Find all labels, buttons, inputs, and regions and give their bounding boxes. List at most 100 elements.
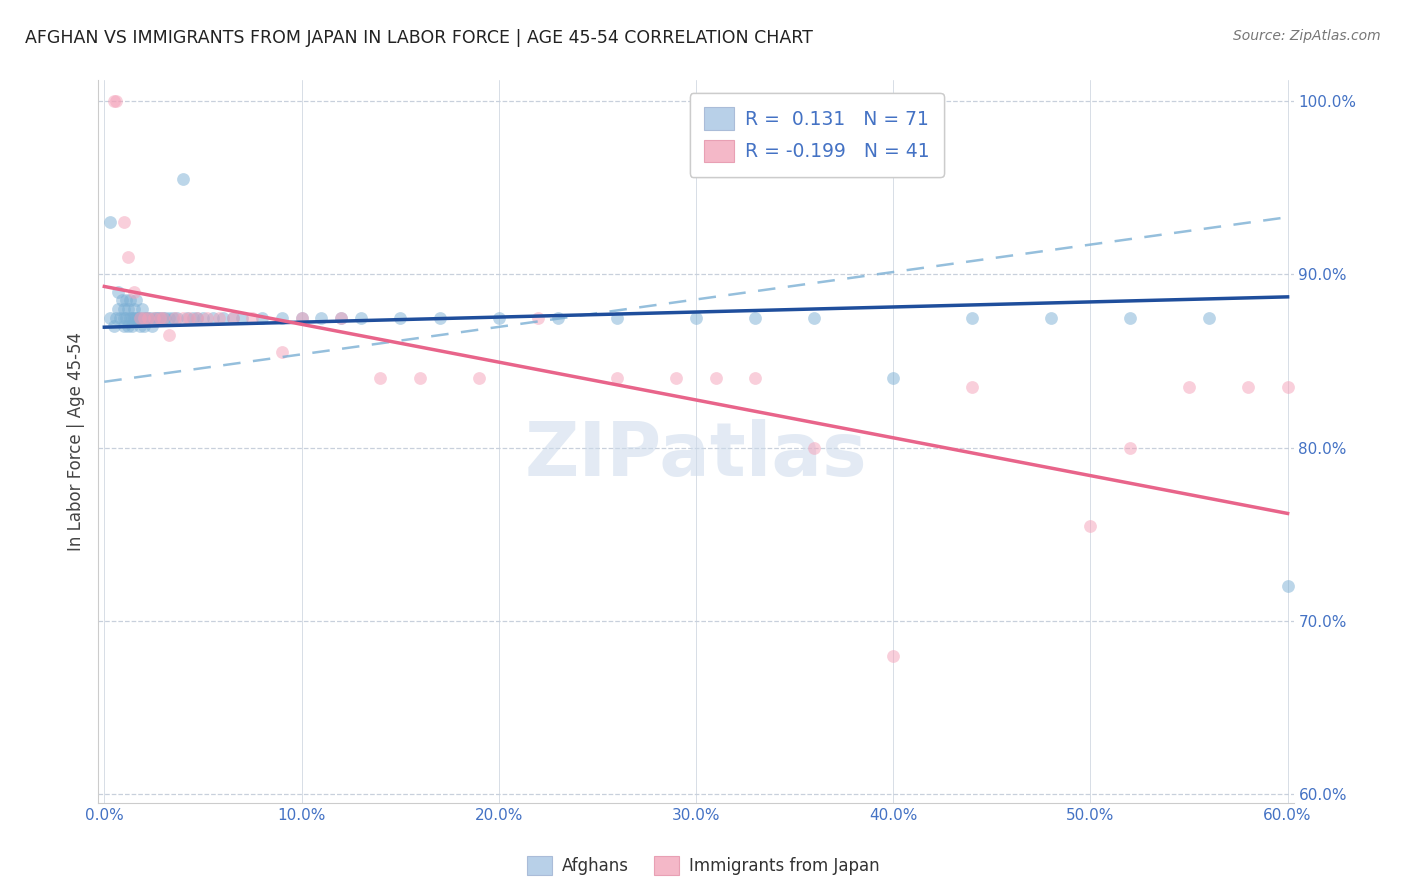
Point xyxy=(157,328,180,343)
Point xyxy=(142,310,165,325)
Point xyxy=(141,319,163,334)
Point xyxy=(547,310,569,325)
Point xyxy=(136,310,159,325)
Point xyxy=(112,301,135,316)
Point xyxy=(527,310,550,325)
Point xyxy=(172,310,194,325)
Point xyxy=(240,310,263,325)
Point xyxy=(122,301,145,316)
Point xyxy=(135,310,157,325)
Point xyxy=(409,371,432,385)
Point xyxy=(1237,380,1260,394)
Point xyxy=(105,94,128,108)
Point xyxy=(128,319,150,334)
Point xyxy=(103,319,125,334)
Legend: Afghans, Immigrants from Japan: Afghans, Immigrants from Japan xyxy=(520,849,886,882)
Point xyxy=(172,172,194,186)
Point xyxy=(330,310,353,325)
Point xyxy=(118,293,141,308)
Point xyxy=(201,310,224,325)
Point xyxy=(1119,441,1142,455)
Text: Source: ZipAtlas.com: Source: ZipAtlas.com xyxy=(1233,29,1381,44)
Point xyxy=(132,319,155,334)
Point xyxy=(350,310,373,325)
Point xyxy=(389,310,412,325)
Point xyxy=(136,310,159,325)
Point xyxy=(1277,579,1299,593)
Point xyxy=(112,319,135,334)
Point xyxy=(208,310,231,325)
Point xyxy=(270,310,292,325)
Point xyxy=(606,310,628,325)
Point xyxy=(179,310,201,325)
Point xyxy=(115,293,138,308)
Point xyxy=(162,310,184,325)
Point xyxy=(176,310,198,325)
Point xyxy=(122,285,145,299)
Point xyxy=(1178,380,1201,394)
Point xyxy=(125,293,148,308)
Point xyxy=(148,310,170,325)
Point xyxy=(960,380,983,394)
Point xyxy=(195,310,218,325)
Point xyxy=(744,371,766,385)
Point xyxy=(146,310,169,325)
Point xyxy=(105,310,128,325)
Point xyxy=(1198,310,1220,325)
Point xyxy=(148,310,170,325)
Point xyxy=(115,310,138,325)
Point xyxy=(744,310,766,325)
Point xyxy=(145,310,167,325)
Point xyxy=(665,371,688,385)
Point xyxy=(429,310,451,325)
Point xyxy=(606,371,628,385)
Point xyxy=(186,310,208,325)
Point xyxy=(290,310,312,325)
Point xyxy=(122,310,145,325)
Point xyxy=(107,301,129,316)
Legend: R =  0.131   N = 71, R = -0.199   N = 41: R = 0.131 N = 71, R = -0.199 N = 41 xyxy=(689,94,943,177)
Point xyxy=(152,310,174,325)
Point xyxy=(370,371,392,385)
Text: AFGHAN VS IMMIGRANTS FROM JAPAN IN LABOR FORCE | AGE 45-54 CORRELATION CHART: AFGHAN VS IMMIGRANTS FROM JAPAN IN LABOR… xyxy=(25,29,813,47)
Point xyxy=(98,310,121,325)
Point xyxy=(127,310,149,325)
Point xyxy=(132,310,155,325)
Point xyxy=(108,310,131,325)
Point xyxy=(250,310,273,325)
Point xyxy=(111,293,134,308)
Point xyxy=(121,319,143,334)
Point xyxy=(152,310,174,325)
Point xyxy=(1277,380,1299,394)
Point xyxy=(803,310,825,325)
Point xyxy=(117,250,139,264)
Point xyxy=(270,345,292,359)
Point xyxy=(117,301,139,316)
Point xyxy=(107,285,129,299)
Y-axis label: In Labor Force | Age 45-54: In Labor Force | Age 45-54 xyxy=(66,332,84,551)
Point xyxy=(132,310,155,325)
Point xyxy=(128,310,150,325)
Point xyxy=(117,319,139,334)
Point xyxy=(103,94,125,108)
Point xyxy=(191,310,214,325)
Point xyxy=(128,310,150,325)
Point xyxy=(882,648,904,663)
Point xyxy=(330,310,353,325)
Point xyxy=(121,310,143,325)
Point xyxy=(155,310,177,325)
Point xyxy=(1080,518,1102,533)
Point xyxy=(125,310,148,325)
Point xyxy=(166,310,188,325)
Point xyxy=(231,310,253,325)
Point xyxy=(112,310,135,325)
Point xyxy=(290,310,312,325)
Point xyxy=(1119,310,1142,325)
Point xyxy=(118,310,141,325)
Point xyxy=(211,310,233,325)
Point xyxy=(685,310,707,325)
Point xyxy=(112,215,135,229)
Point xyxy=(882,371,904,385)
Point xyxy=(488,310,510,325)
Point xyxy=(221,310,243,325)
